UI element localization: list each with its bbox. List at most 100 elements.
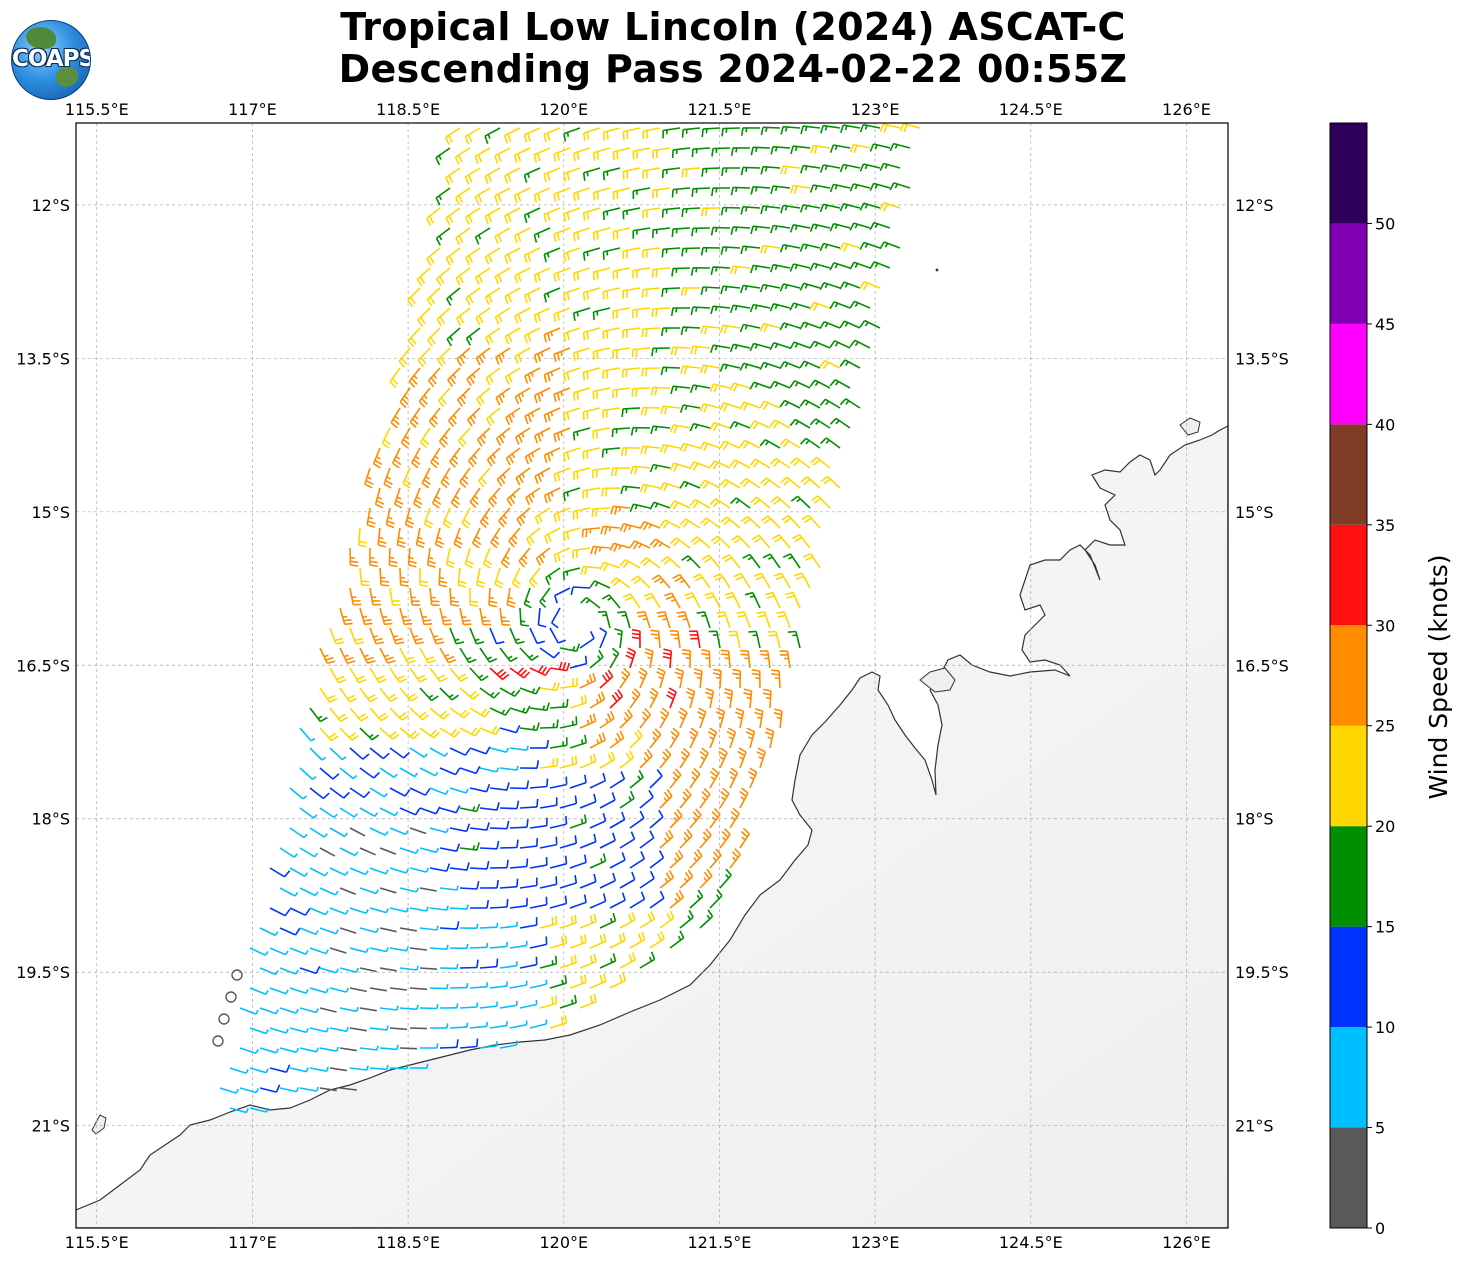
wind-barb-feather [884,242,889,248]
wind-barb-feather [295,1087,299,1092]
wind-barb-feather [602,132,606,141]
wind-barb-feather [514,315,519,324]
wind-barb-feather [550,371,554,377]
wind-barb-staff [377,527,381,545]
wind-barb-feather [402,438,411,446]
wind-barb-feather [725,873,730,879]
wind-barb-staff [589,656,604,669]
lon-label-top: 115.5°E [65,100,129,119]
wind-barb-staff [349,867,367,876]
wind-barb-feather [720,649,729,652]
wind-barb-feather [315,1008,319,1013]
wind-barb-feather [394,811,399,817]
wind-barb-staff [603,207,621,213]
wind-barb-staff [539,923,557,929]
wind-barb-feather [765,696,771,700]
wind-barb-feather [652,731,659,739]
wind-barb-feather [496,668,504,676]
wind-barb-feather [794,536,803,543]
wind-barb-feather [702,831,710,839]
wind-barb-feather [547,332,551,342]
wind-barb-feather [705,168,708,174]
wind-barb-feather [749,343,755,352]
wind-barb-feather [497,194,502,203]
wind-barb-staff [466,327,481,340]
wind-barb-feather [683,366,688,375]
wind-barb-feather [606,712,612,721]
wind-barb-staff [436,307,451,320]
wind-barb-feather [809,340,815,349]
wind-barb-feather [672,727,680,735]
wind-barb-feather [779,361,785,370]
wind-barb-staff [524,327,541,337]
wind-barb-feather [304,872,309,877]
longitude-labels-top: 115.5°E 117°E 118.5°E 120°E 121.5°E 123°E 124.… [65,100,1211,119]
wind-barb-staff [633,227,651,232]
wind-barb-feather [468,658,477,664]
wind-barb-feather [396,675,405,680]
wind-barb-feather [504,175,509,184]
wind-barb-staff [349,907,367,915]
wind-barb-feather [784,401,789,407]
wind-barb-feather [725,246,728,252]
wind-barb-feather [416,965,419,971]
wind-barb-staff [359,967,377,973]
wind-barb-feather [625,408,628,414]
wind-barb-feather [465,297,471,306]
wind-barb-feather [426,1063,429,1069]
wind-barb-feather [507,133,512,142]
wind-barb-feather [439,316,446,324]
wind-barb-feather [313,852,319,858]
wind-barb-feather [584,566,588,575]
wind-barb-feather [501,393,505,398]
wind-barb-staff [559,763,577,769]
wind-barb-feather [699,441,705,450]
wind-barb-staff [309,787,324,800]
wind-barb-feather [495,397,501,406]
wind-barb-feather [387,693,396,700]
wind-barb-feather [445,828,449,833]
wind-barb-feather [401,357,408,365]
wind-barb-staff [559,962,577,969]
wind-barb-staff [448,407,461,422]
wind-barb-feather [444,475,449,480]
wind-barb-feather [539,601,547,608]
wind-barb-feather [478,480,485,488]
wind-barb-staff [518,547,531,562]
wind-barb-feather [706,914,711,920]
wind-barb-feather [695,228,698,233]
wind-barb-feather [433,499,442,506]
wind-barb-staff [689,814,702,829]
wind-barb-staff [419,887,437,892]
wind-barb-feather [715,187,718,193]
wind-barb-feather [789,341,795,350]
wind-barb-staff [409,667,421,683]
wind-barb-feather [586,211,590,220]
wind-barb-feather [649,830,655,839]
wind-barb-staff [579,637,595,649]
wind-barb-staff [349,947,367,954]
wind-barb-feather [526,858,529,867]
wind-barb-feather [394,503,403,509]
wind-barb-feather [317,715,323,720]
wind-barb-staff [649,734,662,749]
wind-barb-feather [630,466,634,475]
wind-barb-feather [660,405,664,415]
wind-barb-feather [334,637,343,642]
wind-barb-feather [682,648,691,652]
wind-barb-feather [670,347,674,356]
wind-barb-feather [604,488,608,497]
wind-barb-feather [780,126,784,135]
wind-barb-staff [408,367,421,382]
wind-barb-feather [589,714,593,723]
wind-barb-feather [574,874,578,884]
wind-barb-staff [873,221,891,229]
wind-barb-feather [400,442,409,449]
wind-barb-feather [685,208,688,214]
wind-barb-feather [527,173,530,179]
wind-barb-feather [665,288,668,294]
wind-barb-feather [435,543,444,549]
colorbar-tick-label: 40 [1375,415,1395,434]
wind-barb-staff [438,567,441,586]
wind-barb-staff [419,927,437,931]
